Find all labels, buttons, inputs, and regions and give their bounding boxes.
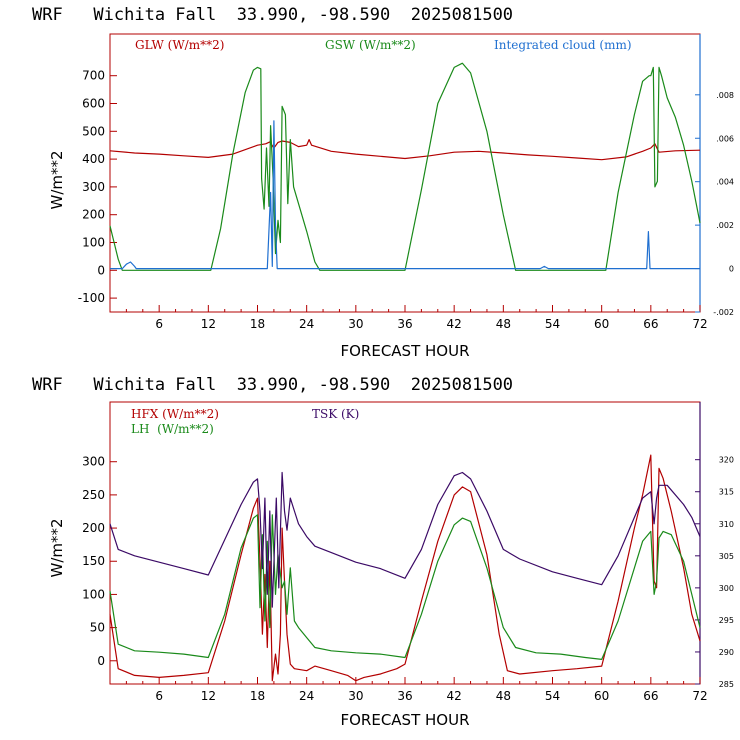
x-axis-label: FORECAST HOUR <box>340 711 469 729</box>
radiation-cloud-panel: WRF Wichita Fall 33.990, -98.590 2025081… <box>32 5 734 360</box>
y-tick-label: 200 <box>82 208 105 222</box>
right-tick-label: 315 <box>719 488 734 497</box>
x-tick-label: 24 <box>299 317 314 331</box>
chart-title: WRF Wichita Fall 33.990, -98.590 2025081… <box>32 5 513 25</box>
plot-frame <box>109 401 701 685</box>
right-tick-label: 320 <box>719 456 734 465</box>
legend-gsw: GSW (W/m**2) <box>325 38 416 52</box>
y-tick-label: 250 <box>82 488 105 502</box>
right-tick-label: 285 <box>719 680 734 689</box>
y-tick-label: -100 <box>78 291 105 305</box>
right-tick-label: 0 <box>729 265 734 274</box>
x-tick-label: 66 <box>643 317 658 331</box>
x-tick-label: 18 <box>250 317 265 331</box>
x-tick-label: 60 <box>594 317 609 331</box>
right-tick-label: -.002 <box>713 308 734 317</box>
flux-temperature-panel: WRF Wichita Fall 33.990, -98.590 2025081… <box>32 375 734 729</box>
y-tick-label: 50 <box>90 621 105 635</box>
x-axis-ticks: 6 12 18 24 30 36 42 48 54 60 66 72 <box>125 305 708 331</box>
y-axis-label: W/m**2 <box>48 150 66 209</box>
y-tick-label: 700 <box>82 69 105 83</box>
series-line-1 <box>109 62 701 271</box>
y-tick-label: 150 <box>82 554 105 568</box>
x-tick-label: 42 <box>447 689 462 703</box>
chart-title: WRF Wichita Fall 33.990, -98.590 2025081… <box>32 375 513 395</box>
series-line-2 <box>109 471 701 608</box>
right-tick-label: 305 <box>719 552 734 561</box>
x-tick-label: 30 <box>348 689 363 703</box>
x-tick-label: 30 <box>348 317 363 331</box>
x-tick-label: 48 <box>496 689 511 703</box>
y-tick-label: 500 <box>82 124 105 138</box>
right-tick-label: 300 <box>719 584 734 593</box>
legend-glw: GLW (W/m**2) <box>135 38 224 52</box>
legend-lh: LH (W/m**2) <box>131 422 214 436</box>
x-tick-label: 54 <box>545 317 560 331</box>
x-tick-label: 72 <box>692 689 707 703</box>
series-layer <box>109 454 701 682</box>
x-tick-label: 60 <box>594 689 609 703</box>
right-tick-label: .004 <box>716 178 734 187</box>
y-axis-ticks: -100 0 100 200 300 400 500 600 700 <box>78 69 117 305</box>
right-tick-label: 290 <box>719 648 734 657</box>
x-tick-label: 6 <box>155 317 163 331</box>
x-tick-label: 6 <box>155 689 163 703</box>
series-layer <box>109 62 701 271</box>
y-tick-label: 0 <box>97 654 105 668</box>
legend-hfx: HFX (W/m**2) <box>131 407 219 421</box>
y-tick-label: 300 <box>82 455 105 469</box>
right-tick-label: .002 <box>716 221 734 230</box>
legend-cloud: Integrated cloud (mm) <box>494 38 632 52</box>
y-tick-label: 300 <box>82 180 105 194</box>
x-tick-label: 42 <box>447 317 462 331</box>
y-axis-ticks: 0 50 100 150 200 250 300 <box>82 455 117 668</box>
x-tick-label: 36 <box>397 317 412 331</box>
x-axis-label: FORECAST HOUR <box>340 342 469 360</box>
y-tick-label: 0 <box>97 263 105 277</box>
x-tick-label: 12 <box>201 317 216 331</box>
legend-tsk: TSK (K) <box>312 407 359 421</box>
y-tick-label: 100 <box>82 587 105 601</box>
y-tick-label: 200 <box>82 521 105 535</box>
series-line-1 <box>109 514 701 660</box>
right-tick-label: 310 <box>719 520 734 529</box>
x-tick-label: 18 <box>250 689 265 703</box>
series-line-2 <box>110 120 700 270</box>
right-axis-ticks: -.002 0 .002 .004 .006 .008 <box>695 91 734 317</box>
y-tick-label: 600 <box>82 97 105 111</box>
y-tick-label: 400 <box>82 152 105 166</box>
x-tick-label: 48 <box>496 317 511 331</box>
x-tick-label: 24 <box>299 689 314 703</box>
x-tick-label: 66 <box>643 689 658 703</box>
x-tick-label: 36 <box>397 689 412 703</box>
right-tick-label: .008 <box>716 91 734 100</box>
x-axis-ticks: 6 12 18 24 30 36 42 48 54 60 66 72 <box>125 677 708 703</box>
series-line-0 <box>109 139 701 161</box>
y-tick-label: 100 <box>82 236 105 250</box>
right-axis-ticks: 285 290 295 300 305 310 315 320 <box>695 456 734 689</box>
x-tick-label: 72 <box>692 317 707 331</box>
x-tick-label: 54 <box>545 689 560 703</box>
right-tick-label: .006 <box>716 134 734 143</box>
y-axis-label: W/m**2 <box>48 518 66 577</box>
x-tick-label: 12 <box>201 689 216 703</box>
right-tick-label: 295 <box>719 616 734 625</box>
